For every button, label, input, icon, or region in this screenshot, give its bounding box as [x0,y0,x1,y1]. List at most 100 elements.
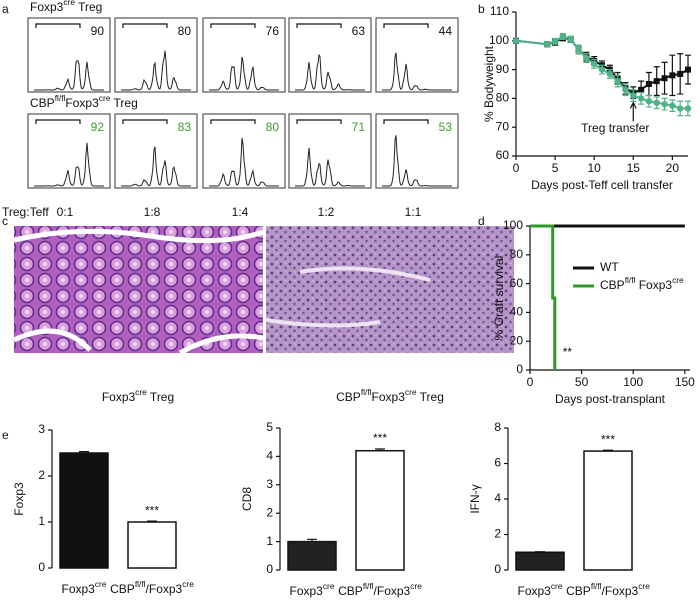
y-tick-label: 70 [496,119,510,133]
y-tick-label: 4 [494,491,501,505]
text-part: Foxp3 [635,278,672,292]
text-part: Foxp3 [62,582,96,596]
marker [614,77,621,85]
histology-images [12,226,514,356]
marker [567,36,574,43]
text-part: cre [95,579,107,589]
gate-percent: 92 [91,120,105,134]
marker [630,92,637,99]
bar [127,521,177,569]
ratio: 1:8 [144,205,161,219]
ratio-label: Treg:Teff [2,205,49,219]
tissue-gap [265,266,431,328]
x-tick-label: Foxp3cre [518,581,563,598]
text-part: /Foxp3 [146,582,183,596]
marker [598,66,606,73]
y-tick-label: 0 [266,562,273,576]
annotation: ** [563,345,573,359]
x-axis-title: Days post-transplant [555,392,666,406]
gate-percent: 63 [352,24,366,38]
histogram-trace [121,146,191,187]
marker [669,102,676,109]
y-axis-title: CD8 [240,487,254,511]
text-part: Foxp3 [65,96,99,110]
y-tick-label: 6 [494,456,501,470]
x-tick-label: Foxp3cre [62,579,107,596]
marker [661,100,668,108]
text-part: cre [182,579,194,589]
histogram-box [27,17,111,93]
y-tick-label: 110 [490,4,509,18]
y-tick-label: 3 [266,477,273,491]
text-part: fl/fl [625,275,636,285]
y-tick-label: 0 [494,562,501,576]
gate [210,23,256,28]
marker [606,70,614,78]
panel-letter: e [2,428,9,442]
text-part: CBP [110,582,135,596]
gate-percent: 83 [178,120,192,134]
text-part: Treg [147,390,174,404]
text-part: CBP [566,584,591,598]
bar [355,449,405,571]
x-tick-label: 20 [666,161,680,175]
text-part: cre [135,387,147,397]
gate-percent: 90 [91,24,105,38]
histogram-box [375,113,459,189]
legend-label: CBPfl/fl Foxp3cre [600,275,684,292]
text-part: cre [638,581,650,591]
text-part: cre [410,581,422,591]
x-tick-label: CBPfl/fl/Foxp3cre [566,581,650,598]
histogram-box [375,17,459,93]
ratio: 1:2 [318,205,335,219]
histogram-trace [295,53,365,91]
text-part: cre [551,581,563,591]
marker [551,38,559,45]
histogram-box [202,113,286,189]
text-part: Treg [75,0,102,14]
gate-percent: 80 [178,24,192,38]
x-tick-label: 50 [575,375,589,389]
annotation: *** [373,431,387,445]
x-tick-label: CBPfl/fl/Foxp3cre [338,581,422,598]
marker [637,95,645,102]
histogram-trace [34,60,104,91]
histology-caption: CBPfl/flFoxp3cre Treg [336,387,444,404]
gate-percent: 53 [439,120,453,134]
gate [296,119,342,124]
gate [210,119,256,124]
gate-percent: 71 [352,120,366,134]
text-part: fl/fl [361,387,372,397]
text-part: /Foxp3 [602,584,639,598]
histogram-box [114,17,198,93]
text-part: Foxp3 [102,390,136,404]
gate [296,23,342,28]
text-part: /Foxp3 [374,584,411,598]
histogram-trace [382,135,452,187]
y-tick-label: 8 [494,420,501,434]
text-part: Foxp3 [518,584,552,598]
histogram-trace [34,142,104,187]
text-part: Foxp3 [372,390,406,404]
y-tick-label: 60 [496,148,510,162]
text-part: cre [323,581,335,591]
text-part: fl/fl [363,581,374,591]
y-tick-label: 60 [510,276,524,290]
x-tick-label: 0 [527,375,534,389]
histology-image [266,226,514,353]
tissue-gap [12,228,264,356]
y-tick-label: 1 [266,534,273,548]
gate [122,119,168,124]
marker [583,54,590,62]
legend-label: WT [600,260,619,274]
gate-percent: 44 [439,24,453,38]
bar [287,540,337,571]
row-label: Foxp3cre Treg [30,0,102,14]
gate [383,23,429,28]
histogram-box [288,113,372,189]
y-tick-label: 0 [516,362,523,376]
x-tick-label: 15 [627,161,641,175]
y-tick-label: 40 [510,305,524,319]
bar [583,450,633,571]
